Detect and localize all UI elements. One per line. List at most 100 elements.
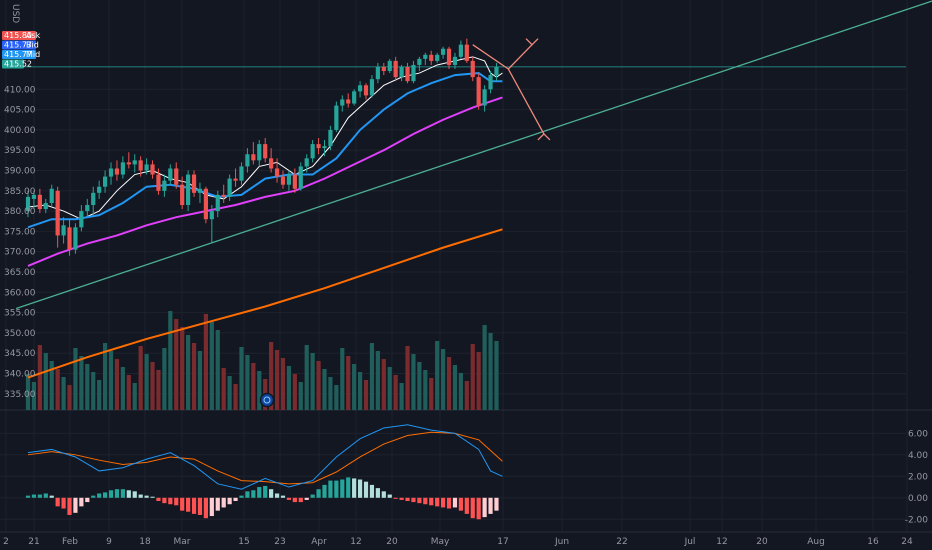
macd-histogram-bar	[79, 497, 84, 507]
macd-histogram-bar	[452, 497, 458, 508]
candle-body	[156, 174, 161, 191]
candle-body	[61, 225, 66, 236]
macd-histogram-bar	[245, 491, 250, 498]
volume-bar	[298, 382, 303, 410]
macd-histogram-bar	[239, 495, 244, 498]
volume-bar	[197, 351, 203, 410]
volume-bar	[102, 343, 108, 410]
macd-histogram-bar	[292, 497, 297, 503]
price-tag-value: 415.80	[4, 31, 32, 40]
macd-histogram-bar	[411, 497, 416, 503]
candle-body	[67, 227, 72, 250]
volume-bar	[286, 366, 292, 410]
macd-histogram-bar	[488, 497, 493, 514]
candle-body	[203, 188, 208, 220]
price-axis-label: 375.00	[4, 227, 36, 237]
price-tag-value: 415.77	[4, 50, 32, 59]
volume-bar	[138, 346, 143, 410]
volume-bar	[150, 362, 155, 410]
candle-body	[411, 64, 416, 82]
volume-bar	[357, 372, 363, 410]
price-tag-box	[2, 40, 36, 50]
price-axis-label: 390.00	[4, 166, 36, 176]
volume-bar	[221, 368, 226, 410]
drawn-line	[507, 68, 545, 135]
time-axis-label: Feb	[62, 537, 78, 547]
candle-body	[417, 58, 422, 65]
price-tag-value: 415.77	[4, 41, 32, 50]
macd-histogram-bar	[464, 497, 469, 514]
candle-body	[55, 190, 60, 236]
candle-body	[191, 174, 197, 193]
price-axis-label: 410.00	[4, 85, 36, 95]
macd-histogram-bar	[328, 480, 333, 498]
price-axis-label: 350.00	[4, 329, 36, 339]
macd-histogram-bar	[203, 497, 208, 519]
candle-body	[209, 211, 214, 220]
trendline-drawings[interactable]	[15, 0, 932, 310]
volume-bar	[334, 385, 339, 410]
time-axis-label: 21	[28, 537, 39, 547]
price-tag-box	[2, 50, 36, 59]
macd-histogram-bar	[25, 495, 31, 498]
volume-bar	[239, 347, 244, 410]
time-axis-label: Jun	[554, 537, 569, 547]
macd-histogram-bar	[168, 497, 173, 505]
moving-average-line	[27, 228, 503, 379]
time-axis-label: 22	[616, 537, 627, 547]
macd-histogram-bar	[441, 497, 446, 508]
volume-bar	[494, 341, 499, 410]
macd-histogram-bar	[322, 484, 327, 498]
volume-bar	[97, 380, 102, 410]
volume-bar	[441, 349, 446, 410]
macd-histogram-bar	[435, 497, 440, 507]
macd-histogram-bar	[363, 481, 369, 498]
macd-histogram-bar	[73, 497, 78, 513]
volume-bar	[375, 351, 380, 410]
macd-histogram-bar	[132, 491, 137, 498]
volume-bar	[352, 364, 357, 410]
macd-histogram-bar	[43, 493, 48, 498]
volume-bar	[346, 356, 351, 410]
candle-body	[304, 158, 309, 167]
candle-body	[162, 180, 167, 191]
macd-axis-label: 4.00	[908, 451, 928, 461]
macd-histogram-bar	[257, 487, 262, 498]
grid	[0, 0, 932, 533]
time-axis-label: 23	[274, 537, 285, 547]
candle-body	[334, 105, 339, 130]
candle-body	[435, 54, 440, 61]
candle-body	[286, 174, 292, 185]
price-axis-label: 400.00	[4, 126, 36, 136]
candle-body	[120, 162, 125, 175]
macd-histogram-bar	[310, 494, 315, 498]
price-axis-label: 335.00	[4, 390, 36, 400]
macd-axis-label: 2.00	[908, 472, 928, 482]
volume-bar	[369, 343, 375, 410]
macd-histogram-bar	[387, 494, 392, 498]
time-axis-label: 16	[867, 537, 879, 547]
macd-histogram-bar	[381, 491, 386, 498]
volume-bar	[274, 350, 280, 410]
macd-histogram-bar	[405, 497, 410, 501]
price-axis-label: 340.00	[4, 369, 36, 379]
price-axis-label: 405.00	[4, 106, 36, 116]
macd-histogram-bar	[369, 484, 375, 498]
macd-histogram-bar	[417, 497, 422, 504]
volume-bar	[55, 369, 60, 410]
volume-bar	[61, 377, 66, 410]
volume-bar	[399, 383, 404, 410]
macd-histogram-bar	[233, 497, 238, 501]
macd-histogram-bar	[138, 494, 143, 498]
volume-bar	[67, 385, 72, 410]
earnings-marker[interactable]	[259, 392, 275, 408]
time-axis-label: Apr	[311, 537, 327, 547]
price-axis-label: 380.00	[4, 207, 36, 217]
candle-body	[215, 194, 220, 212]
macd-histogram-bar	[482, 497, 487, 518]
candle-body	[476, 77, 481, 106]
earnings-icon[interactable]	[259, 392, 275, 408]
candle-body	[458, 44, 463, 57]
